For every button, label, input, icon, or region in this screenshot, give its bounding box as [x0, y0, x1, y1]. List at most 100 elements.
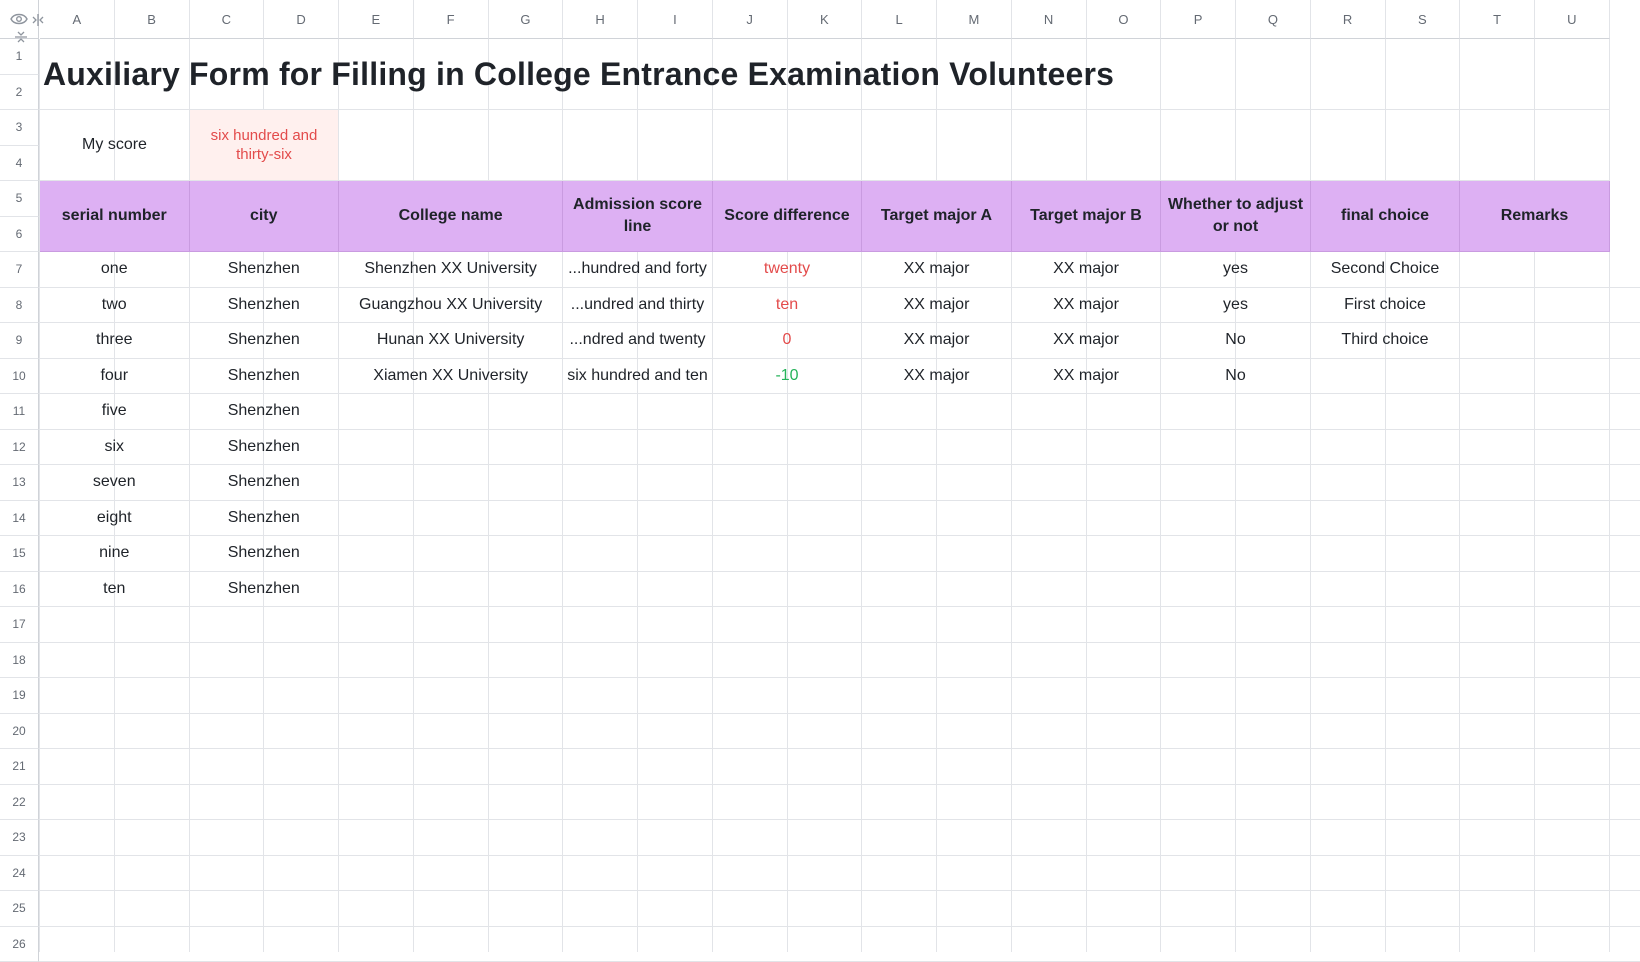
cell-line[interactable]	[563, 430, 713, 466]
cell-major-b[interactable]	[1012, 394, 1162, 430]
cell-line[interactable]	[563, 394, 713, 430]
header-remarks[interactable]: Remarks	[1460, 181, 1610, 252]
cell-college[interactable]: Shenzhen XX University	[339, 252, 563, 288]
cell-city[interactable]: Shenzhen	[190, 288, 340, 324]
cell-remarks[interactable]	[1460, 359, 1610, 395]
cell-adjust[interactable]	[1161, 536, 1311, 572]
cell-final[interactable]: Third choice	[1311, 323, 1461, 359]
cell-major-b[interactable]: XX major	[1012, 359, 1162, 395]
cell-serial[interactable]: nine	[40, 536, 190, 572]
cell-adjust[interactable]	[1161, 430, 1311, 466]
cell-serial[interactable]: six	[40, 430, 190, 466]
cell-remarks[interactable]	[1460, 323, 1610, 359]
cell-serial[interactable]: three	[40, 323, 190, 359]
header-college[interactable]: College name	[339, 181, 563, 252]
cell-college[interactable]: Guangzhou XX University	[339, 288, 563, 324]
cell-remarks[interactable]	[1460, 572, 1610, 608]
cell-major-b[interactable]: XX major	[1012, 323, 1162, 359]
cell-serial[interactable]: seven	[40, 465, 190, 501]
cell-remarks[interactable]	[1460, 465, 1610, 501]
header-line[interactable]: Admission score line	[563, 181, 713, 252]
cell-major-a[interactable]: XX major	[862, 252, 1012, 288]
cell-line[interactable]	[563, 536, 713, 572]
cell-college[interactable]: Xiamen XX University	[339, 359, 563, 395]
cell-major-a[interactable]: XX major	[862, 359, 1012, 395]
cell-diff[interactable]: 0	[713, 323, 863, 359]
cell-city[interactable]: Shenzhen	[190, 572, 340, 608]
cell-diff[interactable]	[713, 430, 863, 466]
cell-remarks[interactable]	[1460, 394, 1610, 430]
cell-adjust[interactable]	[1161, 465, 1311, 501]
cell-adjust[interactable]: yes	[1161, 288, 1311, 324]
cell-final[interactable]	[1311, 572, 1461, 608]
cell-adjust[interactable]	[1161, 572, 1311, 608]
cell-city[interactable]: Shenzhen	[190, 252, 340, 288]
cell-major-a[interactable]: XX major	[862, 288, 1012, 324]
cell-college[interactable]: Hunan XX University	[339, 323, 563, 359]
cell-city[interactable]: Shenzhen	[190, 430, 340, 466]
cell-line[interactable]: ...hundred and forty	[563, 252, 713, 288]
cell-final[interactable]	[1311, 501, 1461, 537]
cell-college[interactable]	[339, 572, 563, 608]
cell-major-a[interactable]	[862, 572, 1012, 608]
cell-major-a[interactable]: XX major	[862, 323, 1012, 359]
cell-remarks[interactable]	[1460, 252, 1610, 288]
cell-final[interactable]	[1311, 394, 1461, 430]
cell-college[interactable]	[339, 501, 563, 537]
cell-city[interactable]: Shenzhen	[190, 394, 340, 430]
cell-serial[interactable]: ten	[40, 572, 190, 608]
cell-city[interactable]: Shenzhen	[190, 323, 340, 359]
cell-serial[interactable]: eight	[40, 501, 190, 537]
header-major-a[interactable]: Target major A	[862, 181, 1012, 252]
cell-diff[interactable]	[713, 536, 863, 572]
cell-college[interactable]	[339, 430, 563, 466]
header-city[interactable]: city	[190, 181, 340, 252]
cell-college[interactable]	[339, 536, 563, 572]
cell-major-b[interactable]: XX major	[1012, 252, 1162, 288]
cell-serial[interactable]: five	[40, 394, 190, 430]
header-diff[interactable]: Score difference	[713, 181, 863, 252]
cell-diff[interactable]	[713, 465, 863, 501]
cell-final[interactable]	[1311, 430, 1461, 466]
cell-major-b[interactable]	[1012, 572, 1162, 608]
cell-college[interactable]	[339, 465, 563, 501]
cell-city[interactable]: Shenzhen	[190, 501, 340, 537]
cell-adjust[interactable]: No	[1161, 359, 1311, 395]
cell-diff[interactable]: -10	[713, 359, 863, 395]
header-adjust[interactable]: Whether to adjust or not	[1161, 181, 1311, 252]
cell-diff[interactable]: ten	[713, 288, 863, 324]
header-final[interactable]: final choice	[1311, 181, 1461, 252]
cell-college[interactable]	[339, 394, 563, 430]
header-serial[interactable]: serial number	[40, 181, 190, 252]
cell-line[interactable]	[563, 465, 713, 501]
cell-major-a[interactable]	[862, 465, 1012, 501]
cell-line[interactable]: ...undred and thirty	[563, 288, 713, 324]
cell-major-a[interactable]	[862, 394, 1012, 430]
cell-diff[interactable]	[713, 394, 863, 430]
cell-final[interactable]: First choice	[1311, 288, 1461, 324]
cell-adjust[interactable]: No	[1161, 323, 1311, 359]
cell-line[interactable]: six hundred and ten	[563, 359, 713, 395]
cell-diff[interactable]: twenty	[713, 252, 863, 288]
cell-final[interactable]	[1311, 359, 1461, 395]
cell-serial[interactable]: two	[40, 288, 190, 324]
cell-major-a[interactable]	[862, 536, 1012, 572]
cell-line[interactable]	[563, 572, 713, 608]
cell-final[interactable]	[1311, 465, 1461, 501]
cell-serial[interactable]: four	[40, 359, 190, 395]
cell-major-b[interactable]	[1012, 430, 1162, 466]
cell-major-b[interactable]	[1012, 536, 1162, 572]
cell-line[interactable]: ...ndred and twenty	[563, 323, 713, 359]
cell-major-a[interactable]	[862, 501, 1012, 537]
cell-city[interactable]: Shenzhen	[190, 465, 340, 501]
cell-remarks[interactable]	[1460, 536, 1610, 572]
cell-diff[interactable]	[713, 501, 863, 537]
cell-major-a[interactable]	[862, 430, 1012, 466]
cell-remarks[interactable]	[1460, 501, 1610, 537]
cell-city[interactable]: Shenzhen	[190, 359, 340, 395]
cell-adjust[interactable]	[1161, 501, 1311, 537]
cell-remarks[interactable]	[1460, 288, 1610, 324]
cell-major-b[interactable]	[1012, 465, 1162, 501]
cell-diff[interactable]	[713, 572, 863, 608]
cell-adjust[interactable]	[1161, 394, 1311, 430]
